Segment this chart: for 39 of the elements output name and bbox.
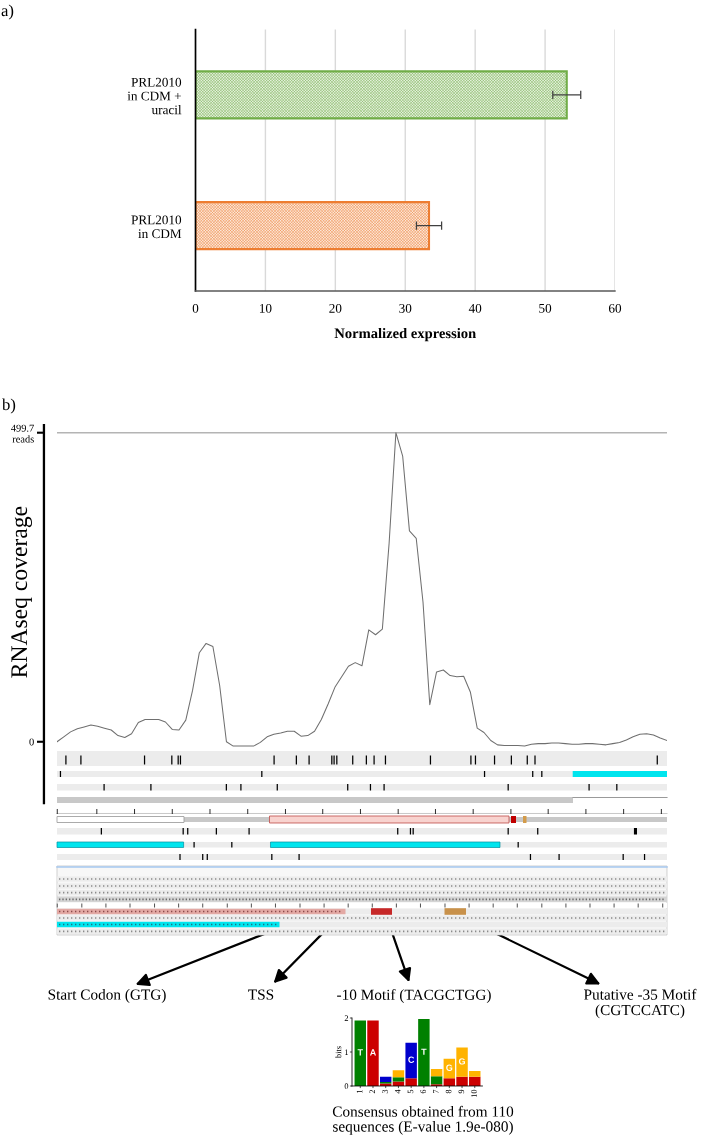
x-tick-label: 30 [399, 303, 412, 313]
x-tick-label: 8 [445, 1089, 452, 1094]
x-tick-label: 9 [458, 1089, 465, 1094]
y-tick-label: 2 [344, 1015, 349, 1021]
text: Start Codon (GTG) [48, 989, 166, 1003]
x-tick-label: 10 [471, 1089, 477, 1098]
y-tick-label: PRL2010 in CDM [131, 215, 182, 239]
y-tick-label: 1 [345, 1049, 349, 1055]
text: -10 Motif (TACGCTGG) [337, 989, 491, 1004]
text: b) [2, 398, 16, 414]
x-tick-label: 4 [394, 1089, 401, 1094]
y-axis-title: bits [335, 1046, 342, 1059]
x-tick-label: 0 [192, 303, 199, 313]
text: Consensus obtained from 110 sequences (E-value 1.9e-080) [332, 1105, 514, 1135]
x-tick-label: 20 [329, 303, 342, 313]
x-axis-title: Normalized expression [334, 327, 476, 342]
x-tick-label: 10 [259, 303, 272, 313]
text: G [458, 1058, 465, 1065]
x-tick-label: 6 [420, 1089, 426, 1094]
y-tick-label: 499.7 reads [10, 424, 34, 443]
series-label: A [369, 1049, 377, 1056]
x-tick-label: 7 [433, 1089, 439, 1094]
y-tick-label: PRL2010 in CDM + uracil [127, 77, 182, 115]
text: TSS [248, 989, 274, 1000]
x-tick-label: 40 [468, 303, 482, 313]
x-tick-label: 60 [608, 303, 622, 313]
y-tick-label: 0 [344, 1083, 349, 1089]
text: Putative -35 Motif (CGTCCATC) [584, 988, 697, 1019]
series-label: T [357, 1049, 363, 1056]
text: T [421, 1048, 427, 1055]
text: a) [1, 4, 14, 20]
y-axis-title: RNAseq coverage [11, 506, 32, 678]
x-tick-label: 5 [407, 1089, 414, 1094]
x-tick-label: 3 [382, 1089, 388, 1094]
x-tick-label: 50 [539, 303, 552, 313]
series-label: G [446, 1064, 453, 1071]
x-tick-label: 2 [369, 1089, 375, 1094]
x-tick-label: 1 [356, 1089, 363, 1093]
series-label: C [408, 1056, 415, 1063]
